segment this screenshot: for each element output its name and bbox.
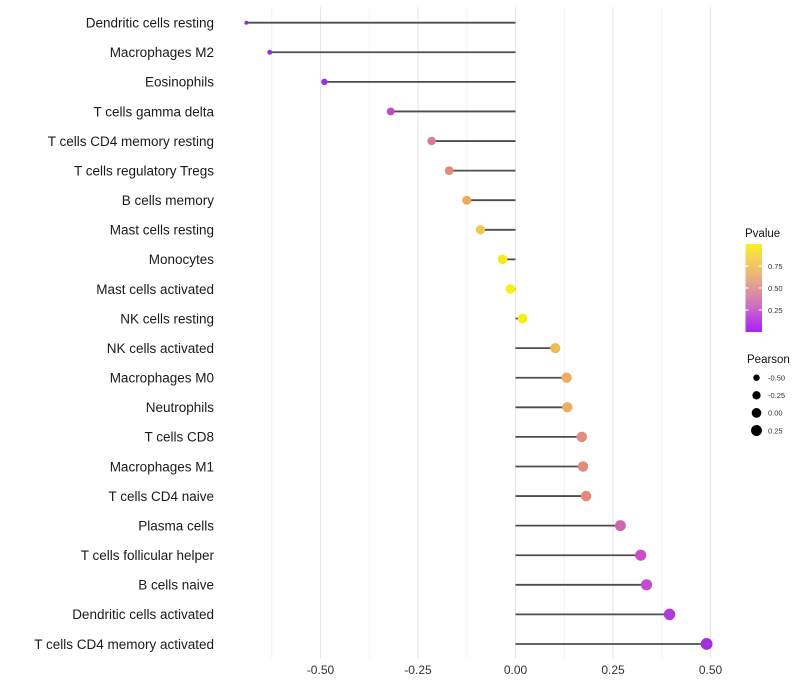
y-axis-label: T cells CD4 memory resting xyxy=(48,134,214,149)
data-point xyxy=(700,638,713,650)
data-point xyxy=(475,225,486,235)
data-point xyxy=(386,107,395,116)
y-axis-label: T cells CD8 xyxy=(144,430,214,445)
pvalue-tick-label: 0.25 xyxy=(768,306,783,315)
pearson-legend-label: -0.50 xyxy=(768,374,785,383)
y-axis-label: Dendritic cells activated xyxy=(72,607,214,622)
pearson-legend-label: -0.25 xyxy=(768,391,785,400)
data-point xyxy=(427,136,436,146)
pearson-legend-dot xyxy=(753,374,760,381)
data-point xyxy=(321,78,328,86)
data-point xyxy=(576,431,588,443)
x-axis-tick-label: 0.25 xyxy=(601,663,625,677)
data-point xyxy=(462,195,472,205)
y-axis-label: Mast cells resting xyxy=(110,223,214,238)
y-axis-label: Monocytes xyxy=(149,252,215,267)
y-axis-label: Macrophages M2 xyxy=(110,45,214,60)
y-axis-label: T cells regulatory Tregs xyxy=(74,163,214,178)
gridlines xyxy=(271,7,711,659)
y-axis-label: T cells gamma delta xyxy=(93,104,214,119)
pearson-legend-dot xyxy=(751,425,762,436)
data-point xyxy=(267,49,273,55)
data-point xyxy=(640,579,653,591)
y-axis-label: NK cells activated xyxy=(107,341,214,356)
data-point xyxy=(577,461,589,472)
data-point xyxy=(580,490,592,502)
data-point xyxy=(550,343,561,354)
data-point xyxy=(444,166,454,176)
data-point xyxy=(562,402,573,413)
y-axis-label: Dendritic cells resting xyxy=(86,16,214,31)
y-axis-label: Neutrophils xyxy=(146,400,215,415)
x-axis-tick-label: 0.50 xyxy=(699,663,723,677)
pearson-legend-label: 0.25 xyxy=(768,426,783,435)
y-axis-label: T cells CD4 memory activated xyxy=(34,637,214,652)
data-point xyxy=(635,549,647,561)
pvalue-tick-label: 0.75 xyxy=(768,262,783,271)
axes: Dendritic cells resting Macrophages M2 Eos… xyxy=(34,16,722,678)
pearson-legend-dot xyxy=(752,391,761,400)
y-axis-label: NK cells resting xyxy=(120,311,214,326)
data-point xyxy=(505,284,516,294)
lollipop-series xyxy=(244,20,713,650)
data-point xyxy=(497,254,508,265)
y-axis-label: B cells memory xyxy=(122,193,215,208)
data-point xyxy=(663,608,676,621)
y-axis-label: Plasma cells xyxy=(138,518,214,533)
pvalue-legend-title: Pvalue xyxy=(745,228,780,240)
x-axis-tick-label: -0.25 xyxy=(404,663,432,677)
y-axis-label: Eosinophils xyxy=(145,75,214,90)
data-point xyxy=(244,20,249,25)
pearson-legend-label: 0.00 xyxy=(768,409,783,418)
pearson-legend-title: Pearson xyxy=(747,354,790,366)
y-axis-label: Macrophages M0 xyxy=(110,371,214,386)
x-axis-tick-label: 0.00 xyxy=(504,663,528,677)
pvalue-tick-label: 0.50 xyxy=(768,284,783,293)
pearson-legend-dot xyxy=(751,408,762,418)
y-axis-label: T cells follicular helper xyxy=(81,548,215,563)
data-point xyxy=(517,313,528,324)
data-point xyxy=(614,520,626,532)
legends: Pvalue 0.75 0.50 0.25 Pearson -0.50 -0.25 0.00 0… xyxy=(745,228,790,436)
data-point xyxy=(561,372,572,383)
y-axis-label: B cells naive xyxy=(138,578,214,593)
pvalue-colorbar xyxy=(745,244,762,332)
x-axis-tick-label: -0.50 xyxy=(307,663,335,677)
y-axis-label: Macrophages M1 xyxy=(110,459,214,474)
y-axis-label: Mast cells activated xyxy=(96,282,214,297)
y-axis-label: T cells CD4 naive xyxy=(108,489,214,504)
